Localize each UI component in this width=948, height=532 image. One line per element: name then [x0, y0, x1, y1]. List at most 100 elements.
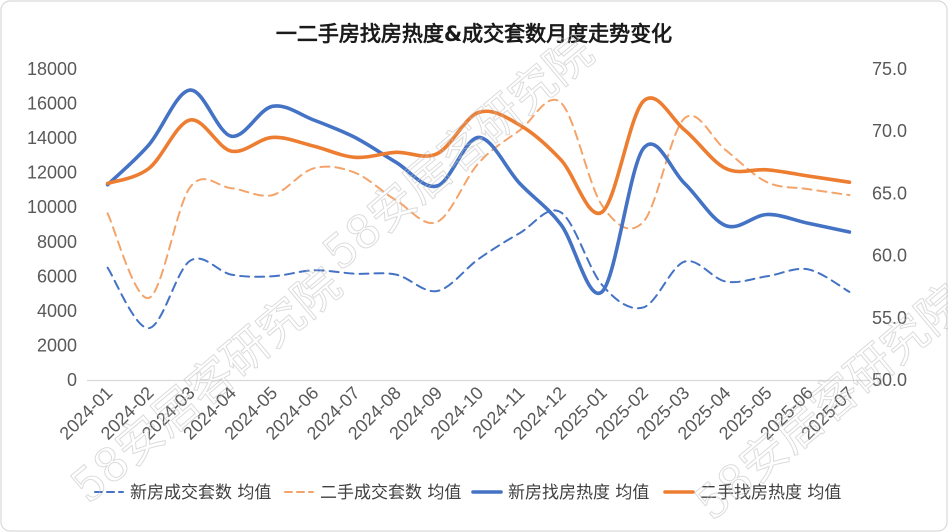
legend-label: 新房成交套数 均值: [130, 483, 271, 503]
data-point: [187, 184, 193, 190]
data-point: [517, 180, 523, 186]
data-point: [805, 186, 811, 192]
data-point: [146, 166, 152, 172]
y-right-tick-label: 55.0: [872, 308, 907, 328]
data-point: [558, 157, 564, 163]
data-point: [599, 209, 605, 215]
y-right-tick-label: 75.0: [872, 59, 907, 79]
y-right-axis: 75.0 70.0 65.0 60.0 55.0 50.0: [872, 59, 907, 390]
data-point: [558, 222, 564, 228]
data-point: [476, 256, 482, 262]
data-point: [723, 147, 729, 153]
data-point: [640, 98, 646, 104]
data-point: [228, 148, 234, 154]
legend-item: 新房成交套数 均值: [94, 483, 271, 503]
series-3: [105, 96, 852, 216]
series-1: [105, 98, 852, 301]
data-point: [805, 173, 811, 179]
data-point: [846, 229, 852, 235]
legend: 新房成交套数 均值 二手成交套数 均值 新房找房热度 均值 二手找房热度 均值: [94, 483, 841, 503]
data-point: [393, 149, 399, 155]
y-left-tick-label: 12000: [27, 163, 77, 183]
series-2: [105, 87, 852, 296]
series-layer: [105, 87, 852, 331]
y-left-tick-label: 0: [67, 370, 77, 390]
y-right-tick-label: 70.0: [872, 121, 907, 141]
data-point: [146, 295, 152, 301]
data-point: [640, 219, 646, 225]
y-left-tick-label: 2000: [37, 335, 77, 355]
data-point: [599, 289, 605, 295]
data-point: [393, 159, 399, 165]
y-left-axis: 18000 16000 14000 12000 10000 8000 6000 4000 200…: [27, 59, 77, 390]
y-left-tick-label: 8000: [37, 232, 77, 252]
legend-item: 新房找房热度 均值: [471, 483, 649, 503]
legend-label: 二手成交套数 均值: [320, 483, 461, 503]
data-point: [640, 146, 646, 152]
data-point: [146, 325, 152, 331]
data-point: [393, 272, 399, 278]
series-0: [105, 209, 852, 331]
data-point: [558, 209, 564, 215]
data-point: [764, 179, 770, 185]
data-point: [352, 154, 358, 160]
legend-item: 二手成交套数 均值: [284, 483, 461, 503]
data-point: [682, 259, 688, 265]
data-point: [311, 143, 317, 149]
data-point: [228, 272, 234, 278]
data-point: [517, 230, 523, 236]
y-left-tick-label: 16000: [27, 94, 77, 114]
series-line: [106, 98, 851, 299]
data-point: [352, 134, 358, 140]
series-line: [105, 88, 852, 296]
data-point: [805, 266, 811, 272]
data-point: [228, 185, 234, 191]
data-point: [105, 210, 111, 216]
data-point: [187, 87, 193, 93]
y-left-tick-label: 14000: [27, 128, 77, 148]
y-right-tick-label: 65.0: [872, 183, 907, 203]
y-right-tick-label: 50.0: [872, 370, 907, 390]
y-right-tick-label: 60.0: [872, 246, 907, 266]
data-point: [269, 273, 275, 279]
chart-title: 一二手房找房热度&成交套数月度走势变化: [276, 22, 672, 46]
y-left-tick-label: 18000: [27, 59, 77, 79]
data-point: [682, 127, 688, 133]
data-point: [434, 288, 440, 294]
data-point: [105, 265, 111, 271]
data-point: [846, 289, 852, 295]
data-point: [846, 192, 852, 198]
data-point: [187, 258, 193, 264]
data-point: [764, 167, 770, 173]
y-left-tick-label: 10000: [27, 197, 77, 217]
data-point: [764, 212, 770, 218]
data-point: [228, 133, 234, 139]
data-point: [269, 192, 275, 198]
series-line: [105, 96, 852, 216]
data-point: [187, 117, 193, 123]
data-point: [723, 223, 729, 229]
data-point: [311, 117, 317, 123]
legend-item: 二手找房热度 均值: [663, 483, 841, 503]
data-point: [682, 180, 688, 186]
data-point: [764, 273, 770, 279]
data-point: [269, 134, 275, 140]
data-point: [434, 219, 440, 225]
data-point: [311, 165, 317, 171]
data-point: [640, 304, 646, 310]
data-point: [682, 115, 688, 121]
data-point: [723, 166, 729, 172]
y-left-tick-label: 4000: [37, 301, 77, 321]
data-point: [352, 170, 358, 176]
series-line: [106, 209, 851, 330]
y-left-tick-label: 6000: [37, 266, 77, 286]
data-point: [846, 179, 852, 185]
data-point: [723, 279, 729, 285]
data-point: [146, 142, 152, 148]
legend-label: 新房找房热度 均值: [508, 483, 649, 503]
data-point: [105, 180, 111, 186]
legend-label: 二手找房热度 均值: [700, 483, 841, 503]
data-point: [269, 103, 275, 109]
data-point: [805, 220, 811, 226]
